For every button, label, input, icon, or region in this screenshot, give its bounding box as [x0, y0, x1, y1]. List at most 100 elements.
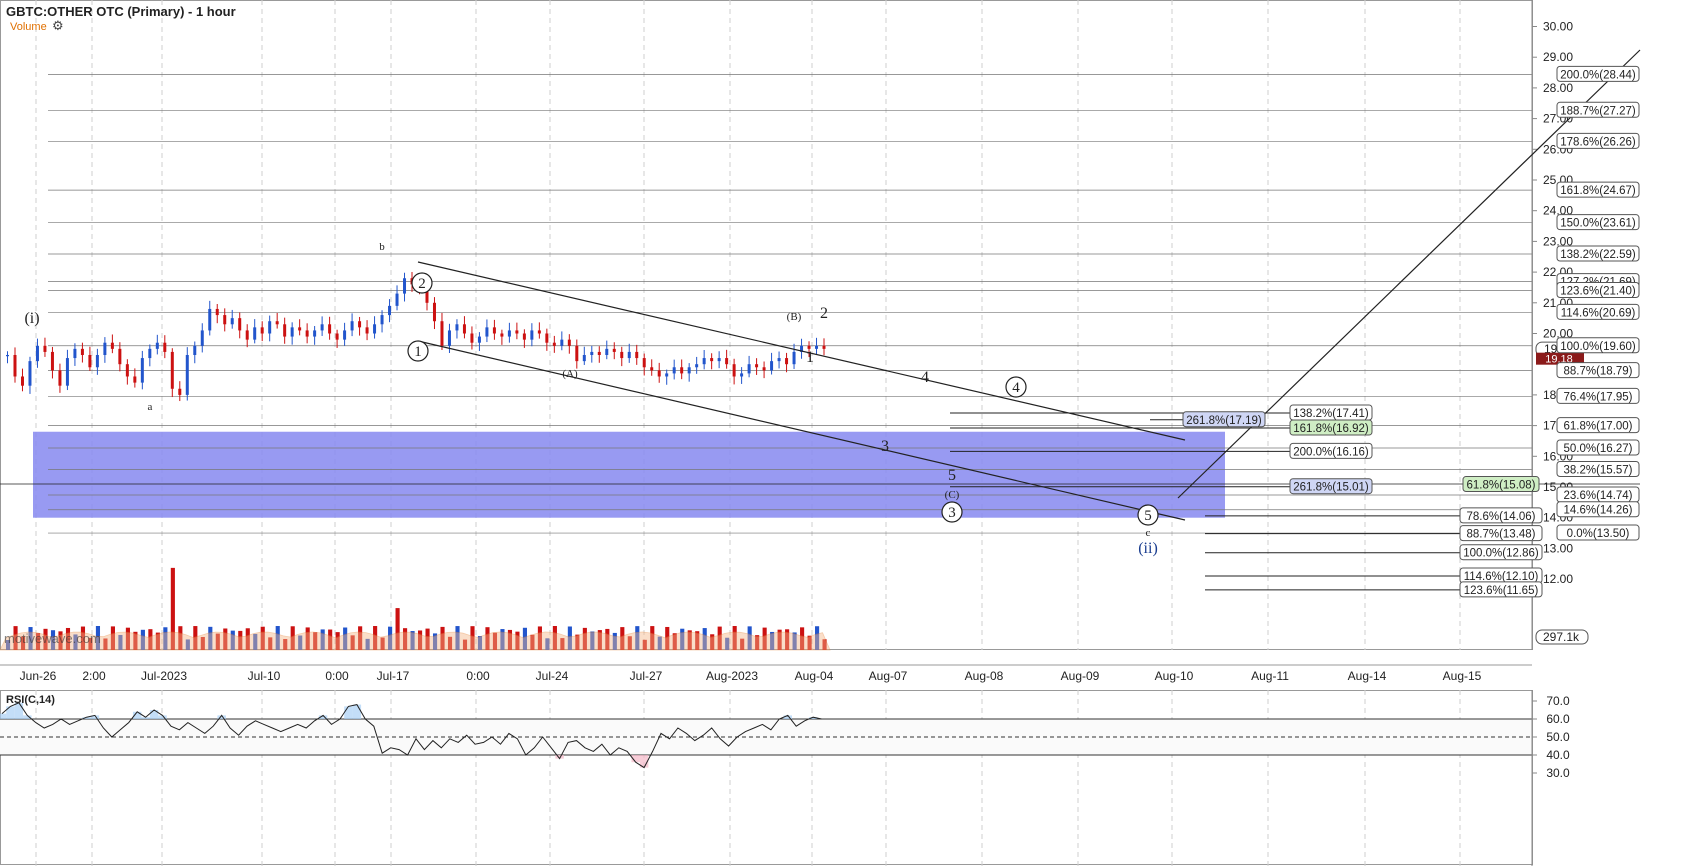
- candle-body: [462, 324, 466, 334]
- volume-bar: [155, 632, 160, 650]
- candle-body: [148, 348, 152, 359]
- volume-bar: [80, 626, 86, 650]
- fib-label-right: 150.0%(23.61): [1560, 218, 1636, 230]
- volume-bar: [50, 630, 56, 650]
- volume-bar: [507, 629, 513, 650]
- volume-bar: [388, 626, 393, 650]
- volume-bar: [223, 628, 228, 650]
- x-axis-tick-label: Aug-08: [965, 669, 1004, 683]
- candle-body: [477, 336, 481, 343]
- candle-body: [785, 358, 789, 365]
- candle-body: [28, 361, 32, 386]
- candle-body: [13, 354, 17, 377]
- volume-bar: [605, 628, 610, 650]
- candle-body: [687, 367, 691, 374]
- volume-bar: [148, 629, 153, 650]
- channel-lower-line: [417, 340, 1186, 521]
- volume-bar: [732, 626, 737, 650]
- wave-label: 2: [820, 305, 828, 322]
- volume-bar: [133, 631, 138, 650]
- fib-label-box-right: [1556, 501, 1640, 518]
- rsi-overbought-fill: [82, 717, 91, 719]
- volume-bar: [582, 627, 587, 650]
- rsi-indicator-label[interactable]: RSI(C,14): [6, 694, 55, 706]
- fib-label-box-right: [1556, 101, 1640, 118]
- volume-bar: [747, 626, 752, 650]
- volume-bar: [410, 631, 415, 650]
- wave-label: 5: [948, 467, 956, 484]
- candle-body: [185, 354, 189, 395]
- fib-label-mid: 78.6%(14.06): [1466, 511, 1535, 523]
- volume-bar: [43, 628, 48, 650]
- x-axis-tick-label: Aug-10: [1155, 669, 1194, 683]
- candle-body: [208, 308, 212, 331]
- fib-label-extra: 61.8%(15.08): [1466, 480, 1535, 492]
- candle-body: [238, 318, 242, 331]
- candle-body: [373, 324, 377, 334]
- rsi-axis-tick-label: 70.0: [1546, 694, 1570, 708]
- volume-bar: [620, 627, 625, 650]
- fib-label-box-mid: [1459, 544, 1543, 561]
- volume-bar: [590, 631, 595, 650]
- volume-bar: [522, 627, 527, 650]
- volume-bar: [530, 634, 535, 650]
- candle-body: [155, 342, 159, 349]
- volume-bar: [815, 626, 820, 650]
- volume-bar: [35, 633, 41, 650]
- candle-body: [80, 348, 84, 355]
- candle-body: [163, 342, 167, 352]
- candle-body: [777, 358, 781, 362]
- wave-label: (ii): [1138, 540, 1158, 557]
- volume-bar: [373, 626, 378, 650]
- volume-value-label: 297.1k: [1543, 630, 1580, 644]
- candle-body: [792, 351, 796, 365]
- volume-bar: [170, 567, 175, 650]
- candle-body: [717, 358, 721, 362]
- volume-value-tag: [1535, 629, 1589, 645]
- volume-bar: [425, 628, 430, 650]
- fib-label-box-extra: [1182, 411, 1266, 428]
- candle-body: [328, 324, 332, 334]
- fib-label-box-right: [1556, 337, 1640, 354]
- rsi-axis-tick-label: 50.0: [1546, 730, 1570, 744]
- candle-body: [365, 327, 369, 334]
- fib-label-box-mid: [1289, 478, 1373, 495]
- rsi-overbought-fill: [132, 711, 142, 719]
- candle-body: [815, 345, 819, 349]
- fib-label-right: 200.0%(28.44): [1560, 69, 1636, 81]
- fib-label-box-right: [1556, 282, 1640, 299]
- candle-body: [657, 370, 661, 377]
- candle-body: [343, 330, 347, 340]
- x-axis-tick-label: Jul-17: [377, 669, 410, 683]
- candle-body: [620, 351, 624, 359]
- x-axis-tick-label: 2:00: [82, 669, 106, 683]
- gear-icon[interactable]: ⚙: [52, 19, 64, 34]
- fib-label-box-right: [1556, 417, 1640, 434]
- x-axis-tick-label: Aug-2023: [706, 669, 758, 683]
- candle-body: [215, 308, 219, 316]
- volume-bar: [380, 637, 385, 650]
- volume-bar: [118, 634, 123, 650]
- candle-body: [20, 376, 24, 386]
- rsi-overbought-fill: [90, 715, 100, 719]
- volume-indicator-label[interactable]: Volume: [10, 21, 47, 33]
- candle-body: [680, 367, 684, 374]
- volume-bar: [110, 626, 115, 650]
- price-axis-tick-label: 13.00: [1543, 541, 1573, 555]
- volume-bar: [73, 634, 78, 650]
- volume-bar: [358, 626, 363, 650]
- candle-body: [268, 321, 272, 334]
- volume-bar: [717, 626, 722, 650]
- fib-label-box-mid: [1459, 525, 1543, 542]
- candle-body: [537, 330, 541, 334]
- candle-body: [253, 327, 257, 340]
- volume-bar: [762, 627, 767, 650]
- volume-bar: [343, 627, 348, 650]
- candle-body: [545, 333, 549, 343]
- candle-body: [770, 361, 774, 371]
- fib-label-right: 188.7%(27.27): [1560, 105, 1636, 117]
- volume-bar: [395, 608, 400, 650]
- candle-body: [95, 354, 99, 368]
- volume-bar: [290, 626, 295, 650]
- volume-bar: [28, 627, 33, 650]
